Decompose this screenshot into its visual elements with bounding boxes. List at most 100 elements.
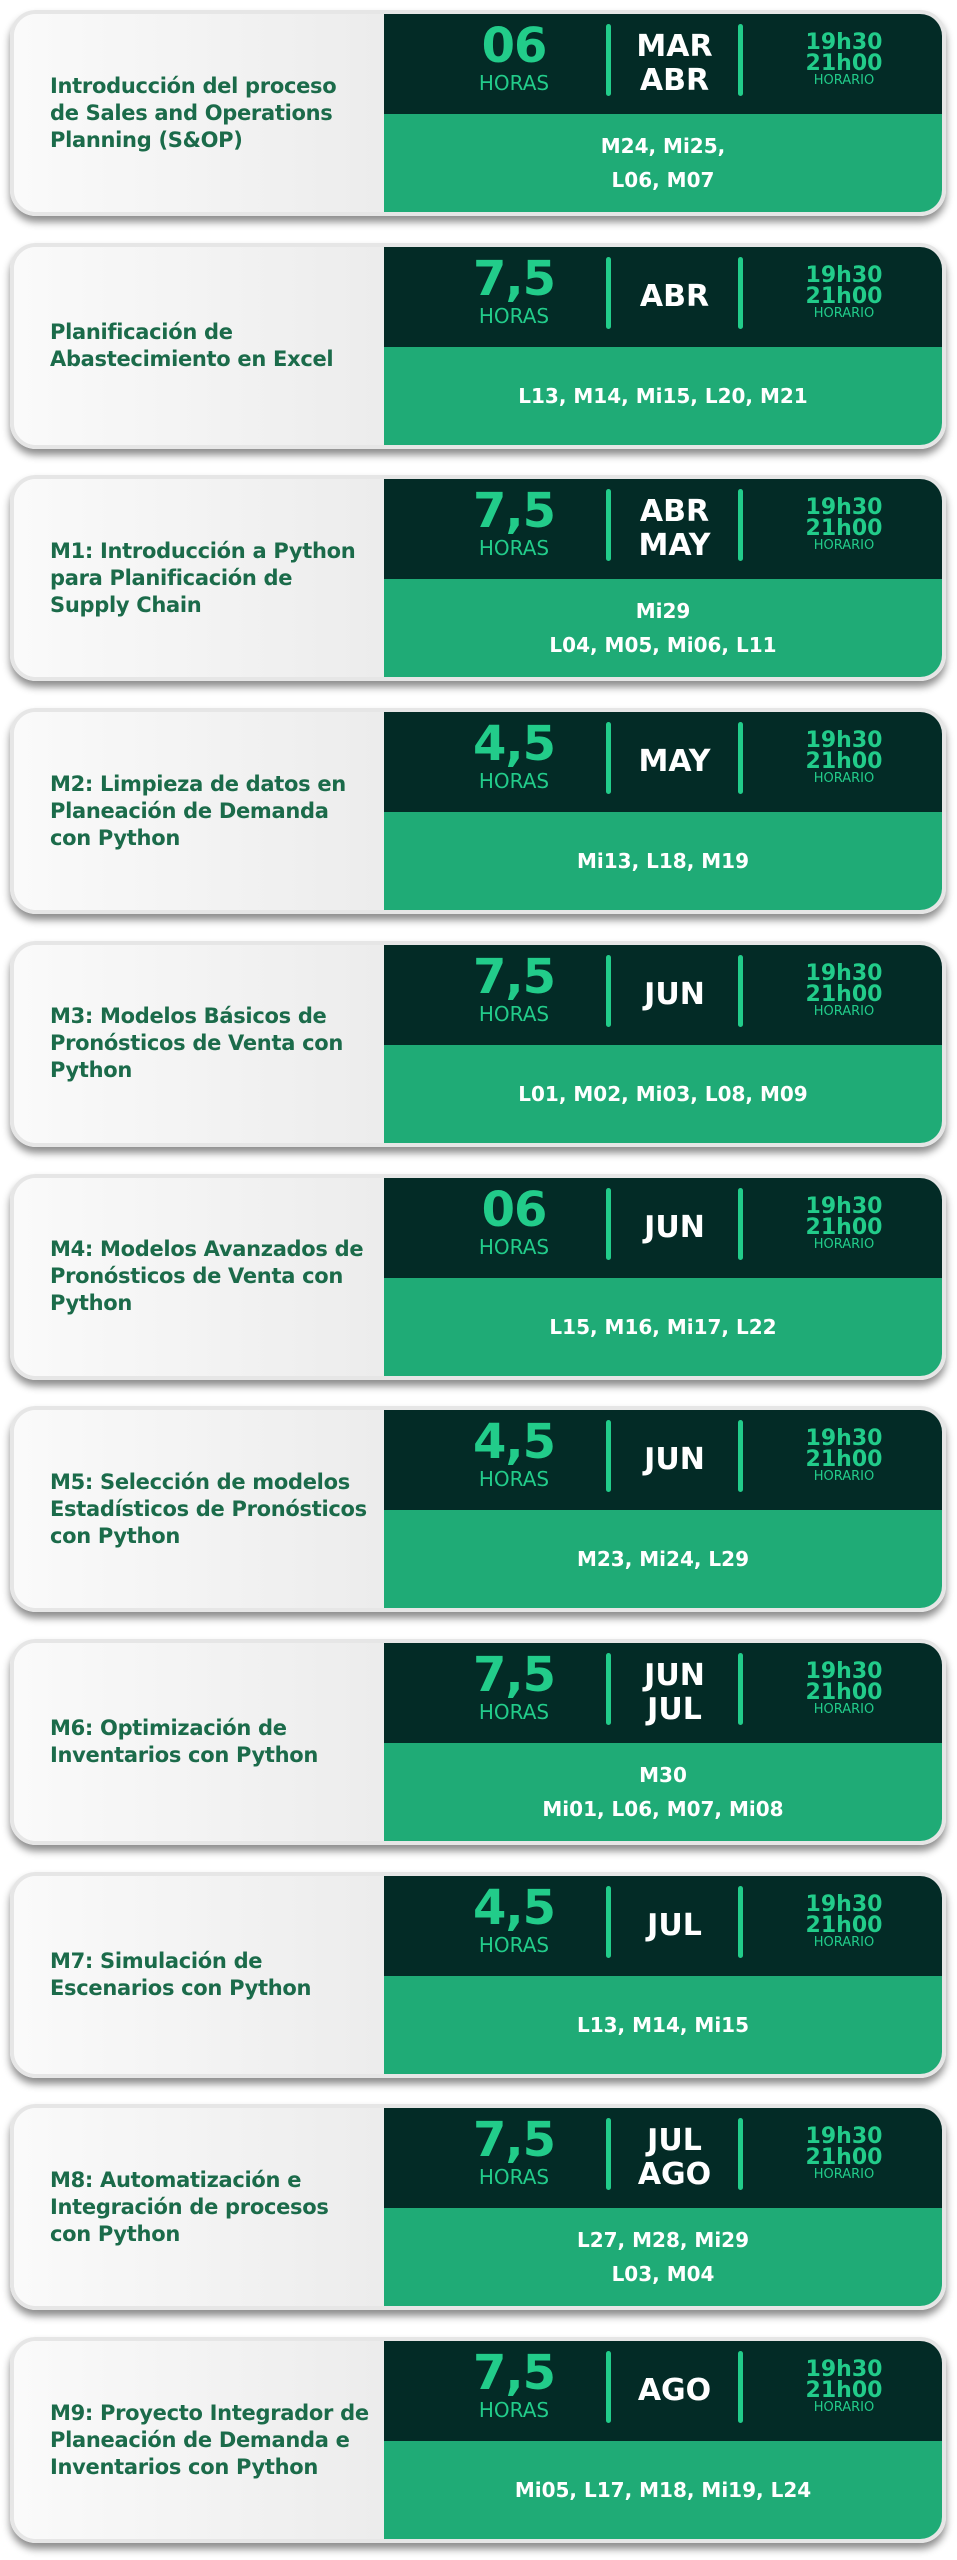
schedule-block: 19h30 21h00 HORARIO: [784, 728, 904, 787]
divider: [738, 2118, 743, 2191]
time-end: 21h00: [805, 283, 883, 309]
divider: [738, 2351, 743, 2423]
time-end: 21h00: [805, 1214, 883, 1240]
time-end: 21h00: [805, 749, 883, 775]
course-title-panel: Planificación de Abastecimiento en Excel: [14, 246, 384, 445]
schedule-label: HORARIO: [813, 771, 875, 787]
months-block: MAY: [611, 712, 738, 812]
hours-label: HORAS: [478, 1467, 550, 1492]
divider: [738, 1652, 743, 1725]
hours-value: 7,5: [472, 2112, 556, 2169]
course-summary-band: 7,5 HORAS JUN 19h30 21h00 HORARIO: [384, 944, 942, 1045]
time-end: 21h00: [805, 1447, 883, 1473]
hours-value: 7,5: [472, 483, 556, 540]
months-block: ABR: [611, 247, 738, 347]
course-title: Planificación de Abastecimiento en Excel: [50, 319, 334, 371]
hours-block: 7,5 HORAS: [454, 2347, 574, 2421]
time-start: 19h30: [805, 2124, 883, 2150]
schedule-block: 19h30 21h00 HORARIO: [784, 32, 904, 88]
hours-value: 7,5: [472, 2345, 556, 2401]
course-title: M5: Selección de modelos Estadísticos de…: [50, 1469, 367, 1548]
time-start: 19h30: [805, 1193, 883, 1219]
month-label: JUL: [647, 1691, 702, 1727]
course-card: Introducción del proceso de Sales and Op…: [10, 10, 946, 216]
schedule-label: HORARIO: [813, 538, 875, 554]
time-start: 19h30: [805, 960, 883, 986]
time-end: 21h00: [805, 2145, 883, 2171]
course-card: M4: Modelos Avanzados de Pronósticos de …: [10, 1173, 946, 1380]
course-title-panel: M9: Proyecto Integrador de Planeación de…: [14, 2341, 384, 2539]
divider: [606, 24, 611, 96]
hours-block: 06 HORAS: [454, 20, 574, 94]
months-block: JUN JUL: [611, 1643, 738, 1743]
divider: [606, 489, 611, 562]
course-card: M8: Automatización e Integración de proc…: [10, 2104, 946, 2311]
hours-label: HORAS: [478, 536, 550, 561]
time-start: 19h30: [805, 1426, 883, 1452]
time-end: 21h00: [805, 1912, 883, 1938]
hours-block: 06 HORAS: [454, 1184, 574, 1258]
course-dates: L13, M14, Mi15, L20, M21: [384, 346, 942, 445]
month-label: ABR: [639, 494, 710, 530]
months-block: JUN: [611, 1178, 738, 1278]
course-card: M3: Modelos Básicos de Pronósticos de Ve…: [10, 940, 946, 1147]
hours-label: HORAS: [478, 1234, 550, 1259]
divider: [738, 1187, 743, 1260]
course-dates: M23, Mi24, L29: [384, 1510, 942, 1609]
time-start: 19h30: [805, 728, 883, 754]
schedule-block: 19h30 21h00 HORARIO: [784, 264, 904, 321]
course-info-panel: 7,5 HORAS AGO 19h30 21h00 HORARIO Mi05, …: [384, 2341, 942, 2539]
course-title: M9: Proyecto Integrador de Planeación de…: [50, 2400, 369, 2479]
hours-block: 7,5 HORAS: [454, 2114, 574, 2188]
time-start: 19h30: [805, 2357, 883, 2382]
course-dates: L13, M14, Mi15: [384, 1975, 942, 2074]
course-card: M9: Proyecto Integrador de Planeación de…: [10, 2337, 946, 2543]
course-dates: M24, Mi25, L06, M07: [384, 114, 942, 212]
divider: [738, 256, 743, 329]
time-end: 21h00: [805, 981, 883, 1007]
hours-label: HORAS: [478, 1001, 550, 1026]
course-title-panel: M6: Optimización de Inventarios con Pyth…: [14, 1642, 384, 1841]
month-label: JUL: [647, 2123, 702, 2159]
hours-value: 4,5: [472, 1414, 556, 1471]
divider: [738, 1885, 743, 1958]
hours-block: 7,5 HORAS: [454, 1649, 574, 1723]
months-block: ABR MAY: [611, 479, 738, 579]
course-info-panel: 7,5 HORAS JUN 19h30 21h00 HORARIO L01, M…: [384, 944, 942, 1143]
months-block: JUL: [611, 1876, 738, 1976]
month-label: JUN: [644, 976, 705, 1012]
months-block: AGO: [611, 2341, 738, 2441]
schedule-label: HORARIO: [813, 305, 875, 321]
schedule-label: HORARIO: [813, 1701, 875, 1717]
course-title-panel: Introducción del proceso de Sales and Op…: [14, 14, 384, 212]
schedule-block: 19h30 21h00 HORARIO: [784, 2357, 904, 2415]
course-card: M6: Optimización de Inventarios con Pyth…: [10, 1638, 946, 1845]
course-dates: L27, M28, Mi29 L03, M04: [384, 2208, 942, 2307]
months-block: JUL AGO: [611, 2108, 738, 2208]
hours-value: 06: [481, 18, 548, 74]
schedule-label: HORARIO: [813, 2400, 875, 2415]
month-label: MAR: [636, 29, 713, 64]
schedule-block: 19h30 21h00 HORARIO: [784, 960, 904, 1018]
course-dates: Mi13, L18, M19: [384, 812, 942, 911]
course-summary-band: 7,5 HORAS JUL AGO 19h30 21h00 HORARIO: [384, 2108, 942, 2209]
course-title-panel: M2: Limpieza de datos en Planeación de D…: [14, 712, 384, 911]
course-info-panel: 7,5 HORAS JUL AGO 19h30 21h00 HORARIO L27…: [384, 2108, 942, 2307]
course-info-panel: 4,5 HORAS JUN 19h30 21h00 HORARIO M23, M…: [384, 1410, 942, 1609]
course-info-panel: 7,5 HORAS JUN JUL 19h30 21h00 HORARIO M30…: [384, 1642, 942, 1841]
month-label: AGO: [637, 2373, 712, 2408]
course-title-panel: M7: Simulación de Escenarios con Python: [14, 1875, 384, 2074]
schedule-block: 19h30 21h00 HORARIO: [784, 497, 904, 554]
course-title: M4: Modelos Avanzados de Pronósticos de …: [50, 1237, 364, 1315]
schedule-block: 19h30 21h00 HORARIO: [784, 1660, 904, 1717]
course-info-panel: 7,5 HORAS ABR MAY 19h30 21h00 HORARIO Mi2…: [384, 479, 942, 678]
course-title: M8: Automatización e Integración de proc…: [50, 2167, 329, 2246]
schedule-label: HORARIO: [813, 1934, 875, 1950]
course-dates: Mi29 L04, M05, Mi06, L11: [384, 579, 942, 678]
divider: [606, 1652, 611, 1725]
course-summary-band: 7,5 HORAS ABR 19h30 21h00 HORARIO: [384, 246, 942, 347]
course-summary-band: 06 HORAS JUN 19h30 21h00 HORARIO: [384, 1177, 942, 1278]
divider: [606, 722, 611, 795]
divider: [738, 1420, 743, 1493]
course-title-panel: M3: Modelos Básicos de Pronósticos de Ve…: [14, 944, 384, 1143]
